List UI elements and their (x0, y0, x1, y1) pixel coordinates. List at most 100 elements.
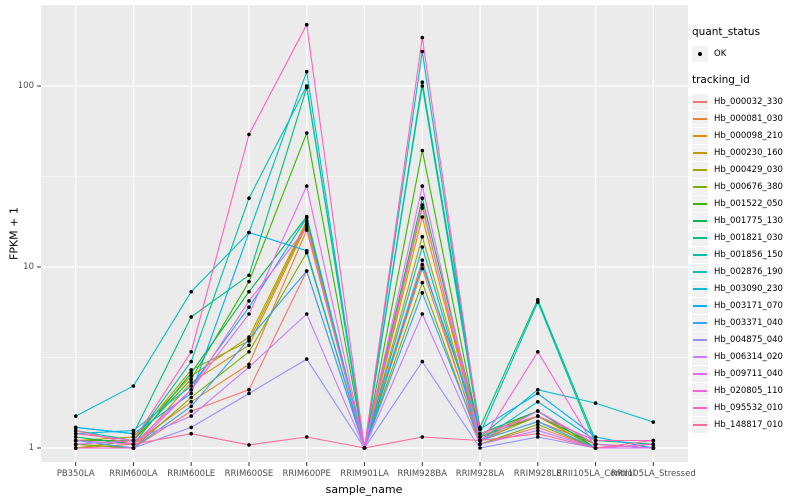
data-point (247, 305, 251, 310)
legend-entry: Hb_020805_110 (692, 382, 783, 399)
data-point (73, 425, 78, 430)
legend-key-box (692, 212, 708, 229)
data-point (131, 384, 136, 388)
data-point (593, 435, 598, 439)
legend-key-box (692, 399, 708, 416)
x-tick-label: RRII105LA_Stressed (610, 469, 696, 479)
legend-key-box (692, 280, 708, 297)
legend-entry-label: Hb_000032_330 (714, 96, 783, 107)
data-point (304, 225, 309, 230)
data-point (536, 387, 540, 392)
legend-key-box (692, 178, 708, 195)
data-point (304, 357, 309, 361)
legend-entry-label: Hb_095532_010 (714, 402, 783, 413)
data-point (536, 419, 540, 424)
data-point (478, 427, 482, 432)
data-point (304, 435, 309, 439)
legend-entry: Hb_000230_160 (692, 144, 783, 161)
legend-entry-label: Hb_001522_050 (714, 198, 783, 209)
legend-key-box (692, 365, 708, 382)
data-point (536, 414, 540, 418)
data-point (304, 131, 309, 135)
legend-key-box (692, 297, 708, 314)
legend-key-box (692, 144, 708, 161)
data-point (73, 446, 78, 450)
data-point (189, 371, 193, 375)
data-point (247, 196, 251, 200)
data-point (189, 387, 193, 392)
x-tick-label: RRIM600LA (109, 469, 158, 479)
legend-key-box (692, 382, 708, 399)
legend-key-line (693, 423, 707, 426)
y-tick-label: 1 (28, 443, 34, 453)
legend-entry: Hb_000032_330 (692, 93, 783, 110)
legend-entry: Hb_004875_040 (692, 331, 783, 348)
legend-key-box (692, 127, 708, 144)
data-point (131, 438, 136, 443)
data-point (536, 435, 540, 439)
data-point (189, 391, 193, 396)
legend-key-line (693, 100, 707, 103)
legend-key-line (693, 219, 707, 222)
data-point (247, 343, 251, 348)
data-point (536, 350, 540, 354)
legend-tracking-id: tracking_id Hb_000032_330 Hb_000081_030 Hb… (692, 74, 783, 433)
legend-entry-label: Hb_020805_110 (714, 385, 783, 396)
legend-entry-label: Hb_001821_030 (714, 232, 783, 243)
legend-key-line (693, 151, 707, 154)
legend-key-line (693, 185, 707, 188)
data-point (420, 206, 425, 210)
data-point (189, 404, 193, 409)
legend-key-box (692, 110, 708, 127)
data-point (420, 359, 425, 364)
data-point (247, 365, 251, 369)
data-point (304, 228, 309, 232)
legend-entry: Hb_001775_130 (692, 212, 783, 229)
legend-key-box (692, 416, 708, 433)
legend-entry-label: Hb_000230_160 (714, 147, 783, 158)
legend-key-box (692, 314, 708, 331)
legend-entry: Hb_000676_380 (692, 178, 783, 195)
data-point (247, 230, 251, 235)
data-point (73, 438, 78, 443)
data-point (362, 446, 367, 450)
legend-key-box (692, 246, 708, 263)
data-point (247, 299, 251, 303)
data-point (420, 258, 425, 263)
data-point (247, 273, 251, 278)
legend-entry-ok: OK (692, 45, 783, 62)
legend-entry-label: Hb_009711_040 (714, 368, 783, 379)
x-tick-label: RRIM600LE (167, 469, 216, 479)
data-point (420, 196, 425, 200)
data-point (73, 431, 78, 436)
data-point (536, 425, 540, 430)
data-point (536, 428, 540, 433)
data-point (247, 443, 251, 447)
legend-key-line (693, 202, 707, 205)
data-point (247, 337, 251, 341)
data-point (420, 84, 425, 88)
data-point (189, 400, 193, 404)
legend-entry-label: Hb_001856_150 (714, 249, 783, 260)
legend-quant-status: quant_status OK (692, 26, 783, 62)
data-point (420, 215, 425, 219)
data-point (420, 184, 425, 188)
data-point (131, 442, 136, 447)
data-point (420, 35, 425, 40)
legend-key-line (693, 168, 707, 171)
legend-entry-label: Hb_002876_190 (714, 266, 783, 277)
legend-entry-label: Hb_000098_210 (714, 130, 783, 141)
data-point (304, 22, 309, 27)
legend-entry: Hb_000098_210 (692, 127, 783, 144)
data-point (247, 362, 251, 367)
data-point (189, 409, 193, 413)
legend-key-line (693, 304, 707, 307)
legend-tracking-entries: Hb_000032_330 Hb_000081_030 Hb_000098_210 H… (692, 93, 783, 433)
legend-key-line (693, 406, 707, 409)
y-tick-label: 100 (17, 81, 34, 91)
data-point (131, 428, 136, 433)
legend-entry: Hb_001856_150 (692, 246, 783, 263)
data-point (189, 368, 193, 372)
data-point (131, 446, 136, 450)
